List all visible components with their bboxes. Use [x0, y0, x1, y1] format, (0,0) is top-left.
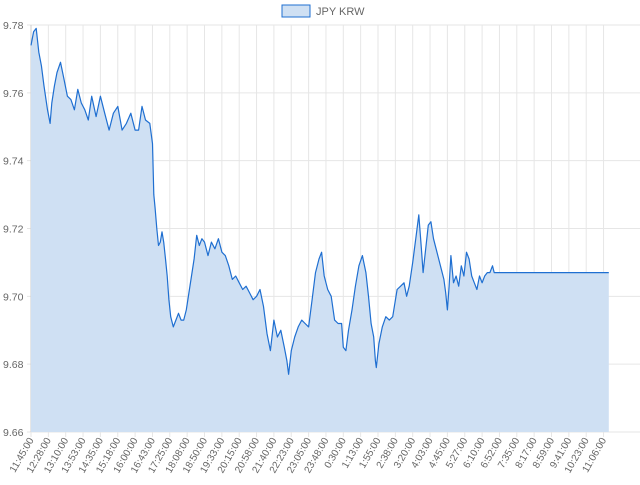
y-tick-label: 9.72: [3, 224, 24, 236]
legend: JPY KRW: [281, 4, 365, 18]
series-fill: [31, 28, 609, 433]
y-tick-label: 9.76: [3, 88, 24, 100]
series-area: [30, 27, 609, 433]
legend-label: JPY KRW: [316, 6, 365, 18]
series-line: [30, 27, 609, 375]
legend-swatch: [281, 4, 311, 18]
y-tick-label: 9.70: [3, 291, 24, 303]
y-axis: 9.78 9.76 9.74 9.72 9.70 9.68 9.66: [3, 20, 24, 439]
x-axis: 11:45:0012:28:0013:10:0013:53:0014:35:00…: [8, 436, 609, 476]
y-tick-label: 9.78: [3, 20, 24, 32]
y-tick-label: 9.74: [3, 156, 24, 168]
y-tick-label: 9.66: [3, 427, 24, 439]
y-tick-label: 9.68: [3, 359, 24, 371]
